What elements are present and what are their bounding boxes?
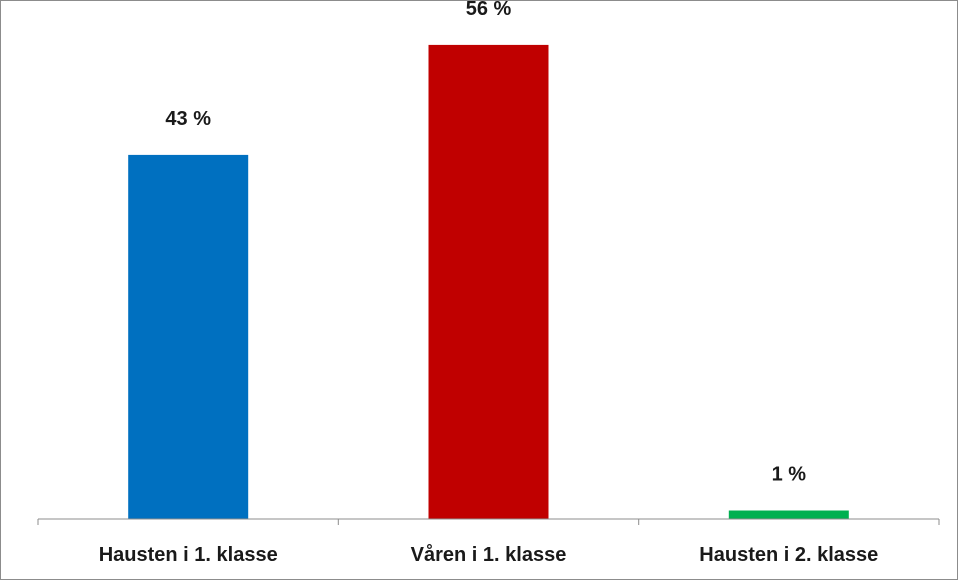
data-label-2: 56 %: [466, 1, 512, 20]
value-labels-layer: 43 % 56 % 1 %: [165, 1, 806, 486]
category-labels-layer: Hausten i 1. klasse Våren i 1. klasse Haus…: [99, 543, 879, 566]
x-axis: [37, 518, 940, 525]
category-label-1: Hausten i 1. klasse: [99, 544, 278, 566]
data-label-1: 43 %: [165, 108, 211, 130]
bar-3: [728, 510, 849, 519]
category-label-2: Våren i 1. klasse: [411, 543, 567, 566]
category-label-3: Hausten i 2. klasse: [699, 544, 878, 566]
data-label-3: 1 %: [772, 464, 807, 486]
bar-2: [428, 44, 549, 520]
bar-1: [128, 154, 249, 519]
bars-layer: [128, 44, 849, 520]
